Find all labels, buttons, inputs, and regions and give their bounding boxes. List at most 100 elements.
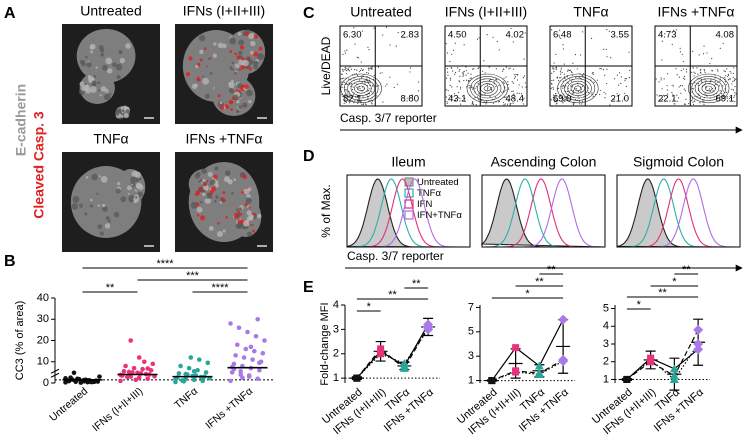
event [507,84,509,86]
contour-line [466,73,509,104]
texture [229,37,237,45]
y-tick-label: 3 [603,338,609,350]
event [562,87,564,89]
texture [215,184,219,188]
cc3-signal [210,186,216,192]
texture [248,32,255,40]
event [553,71,555,73]
quadrant-label: 69.0 [553,94,572,105]
texture [115,188,121,194]
event [552,68,554,70]
event [559,94,562,96]
event [691,83,693,85]
event [658,100,660,102]
event [449,77,452,79]
contour-line [476,80,498,96]
event [686,71,688,73]
cc3-signal [222,191,226,195]
event [343,99,346,102]
event [600,68,602,70]
event [709,90,711,93]
event [452,49,455,51]
event [509,104,511,106]
texture [199,49,204,55]
event [681,85,683,87]
event [343,69,345,71]
event [485,103,487,105]
event [660,77,662,79]
x-tick-label: IFNs (I+II+III) [90,385,145,434]
data-point [205,360,211,366]
texture [125,43,131,49]
data-point [233,353,238,358]
event [516,92,518,94]
event [447,74,449,76]
cc3-signal [241,84,245,88]
event [344,52,346,54]
event [603,91,605,93]
texture [101,205,108,212]
data-point [243,346,249,352]
event [356,56,358,58]
event [666,84,668,87]
event [454,100,456,102]
event [716,97,718,99]
data-point [186,365,192,371]
event [557,87,560,89]
event [728,97,730,100]
event [484,93,486,95]
texture [231,79,234,83]
data-point [255,376,260,382]
event [361,77,363,79]
event [556,102,558,104]
event [555,103,557,105]
event [365,103,367,106]
contour-line [473,78,502,99]
event [488,79,491,81]
quadrant-events [483,27,526,62]
y-tick-label: 10 [37,356,49,368]
event [727,79,730,81]
event [525,86,527,88]
event [691,71,693,73]
event [371,91,373,93]
event [521,86,523,88]
event [702,100,704,102]
y-tick-label: 4 [333,299,339,311]
event [560,37,562,39]
cc3-signal [248,206,251,209]
event [462,75,464,77]
texture [248,99,252,104]
event [492,36,494,38]
significance-label: ** [547,264,556,276]
event [624,80,626,82]
quadrant-label: 21.0 [611,94,630,105]
texture [109,93,112,96]
y-axis-label: Live/DEAD [319,36,333,95]
texture [105,57,113,65]
texture [97,224,103,230]
event [341,81,343,83]
event [717,70,719,72]
axis-break [50,368,60,378]
texture [236,99,240,104]
event [523,97,525,99]
event [572,62,574,64]
event [616,74,618,76]
texture [216,230,223,237]
event [592,95,594,97]
texture [115,111,120,116]
event [605,93,607,95]
data-point [257,367,262,373]
texture [245,197,252,204]
contour-line [350,80,372,96]
texture [127,193,130,196]
event [458,91,460,93]
event [409,71,411,73]
data-point [125,374,130,380]
texture [213,42,217,46]
quadrant-events [692,42,724,65]
y-axis-label: CC3 (% of area) [14,301,26,380]
event [704,70,706,72]
event [672,85,675,87]
